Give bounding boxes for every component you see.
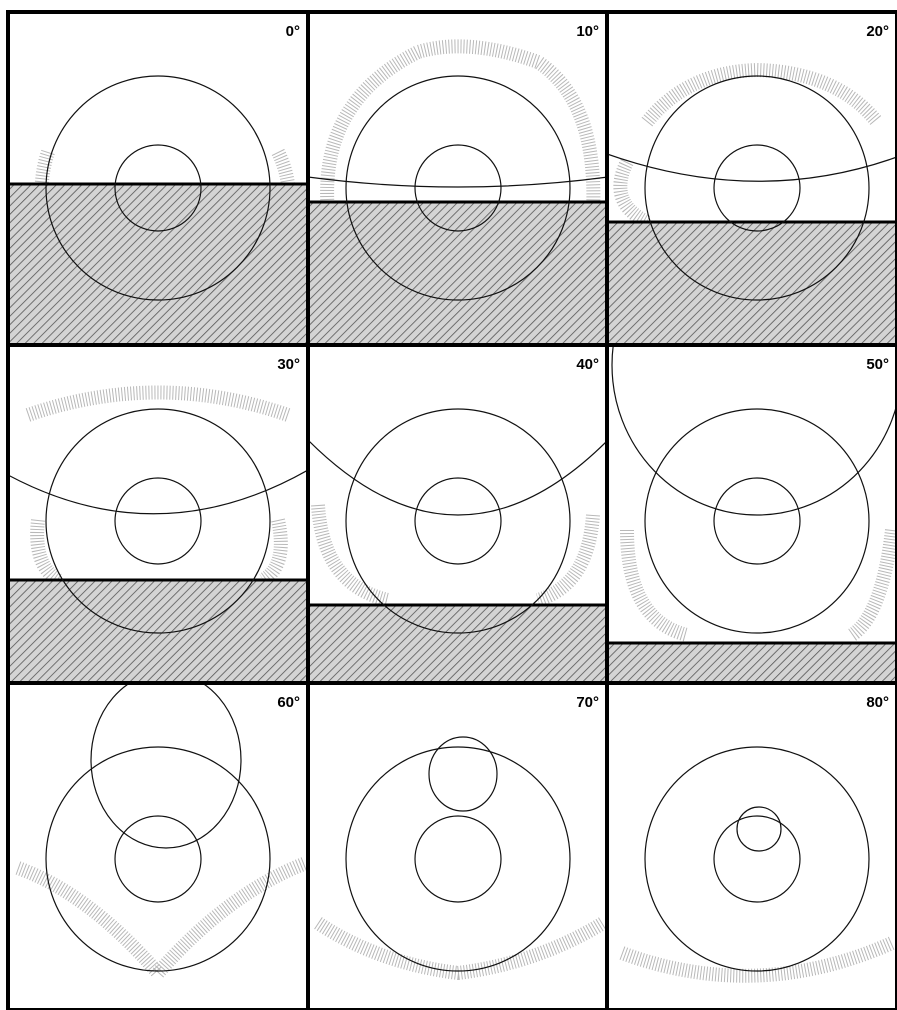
speckle-arc [25,385,291,422]
panel-content [8,345,308,683]
panel-label: 60° [277,694,300,711]
outer-circle [45,408,271,634]
hatched-region [607,222,897,345]
panel-label: 30° [277,356,300,373]
outer-circle [345,75,571,301]
panel-label: 10° [576,23,599,40]
inner-circle [713,815,801,903]
speckle-arc [620,529,689,642]
inner-circle [713,477,801,565]
panel: 80° [605,681,897,1010]
panel-content [308,12,607,345]
outer-circle [644,75,870,301]
panel: 30° [6,343,310,685]
panel: 50° [605,343,897,685]
panel-label: 20° [866,23,889,40]
inner-circle [114,477,202,565]
panel-label: 0° [286,23,300,40]
outer-circle [345,746,571,972]
hatched-region [8,580,308,683]
projection-curve [611,345,897,516]
panel: 60° [6,681,310,1010]
speckle-arc [613,158,651,229]
panel-bg [308,683,607,1010]
hatched-region [308,202,607,345]
panel-bg [607,345,897,683]
inner-circle [414,144,502,232]
outer-circle [644,408,870,634]
projection-curve [308,439,607,516]
projection-curve [736,806,782,852]
hatched-region [8,184,308,345]
inner-circle [414,477,502,565]
hatched-region [607,643,897,683]
panel-grid: 0° 10° 20° 30° 40° 50° 60° 70° 80° [6,10,897,1010]
panel-label: 70° [576,694,599,711]
inner-circle [414,815,502,903]
inner-circle [713,144,801,232]
panel: 40° [306,343,609,685]
outer-circle [45,75,271,301]
panel-content [308,683,607,1010]
panel-label: 40° [576,356,599,373]
panel-bg [607,683,897,1010]
panel-content [8,12,308,345]
panel-content [607,12,897,345]
panel-content [8,683,308,1010]
panel-bg [8,683,308,1010]
panel-border [605,681,897,1010]
panel: 20° [605,10,897,347]
outer-circle [45,746,271,972]
projection-curve [308,176,607,188]
speckle-arc [641,62,883,127]
inner-circle [114,144,202,232]
panel-label: 80° [866,694,889,711]
panel: 70° [306,681,609,1010]
projection-curve [607,153,897,182]
projection-curve [90,683,242,849]
speckle-arc [619,936,895,983]
panel-content [308,345,607,683]
outer-circle [345,408,571,634]
panel: 0° [6,10,310,347]
projection-curve [8,469,308,515]
speckle-arc [15,856,308,984]
inner-circle [114,815,202,903]
panel: 10° [306,10,609,347]
panel-content [607,345,897,683]
hatched-region [308,605,607,683]
projection-curve [428,736,498,812]
outer-circle [644,746,870,972]
panel-content [607,683,897,1010]
panel-label: 50° [866,356,889,373]
